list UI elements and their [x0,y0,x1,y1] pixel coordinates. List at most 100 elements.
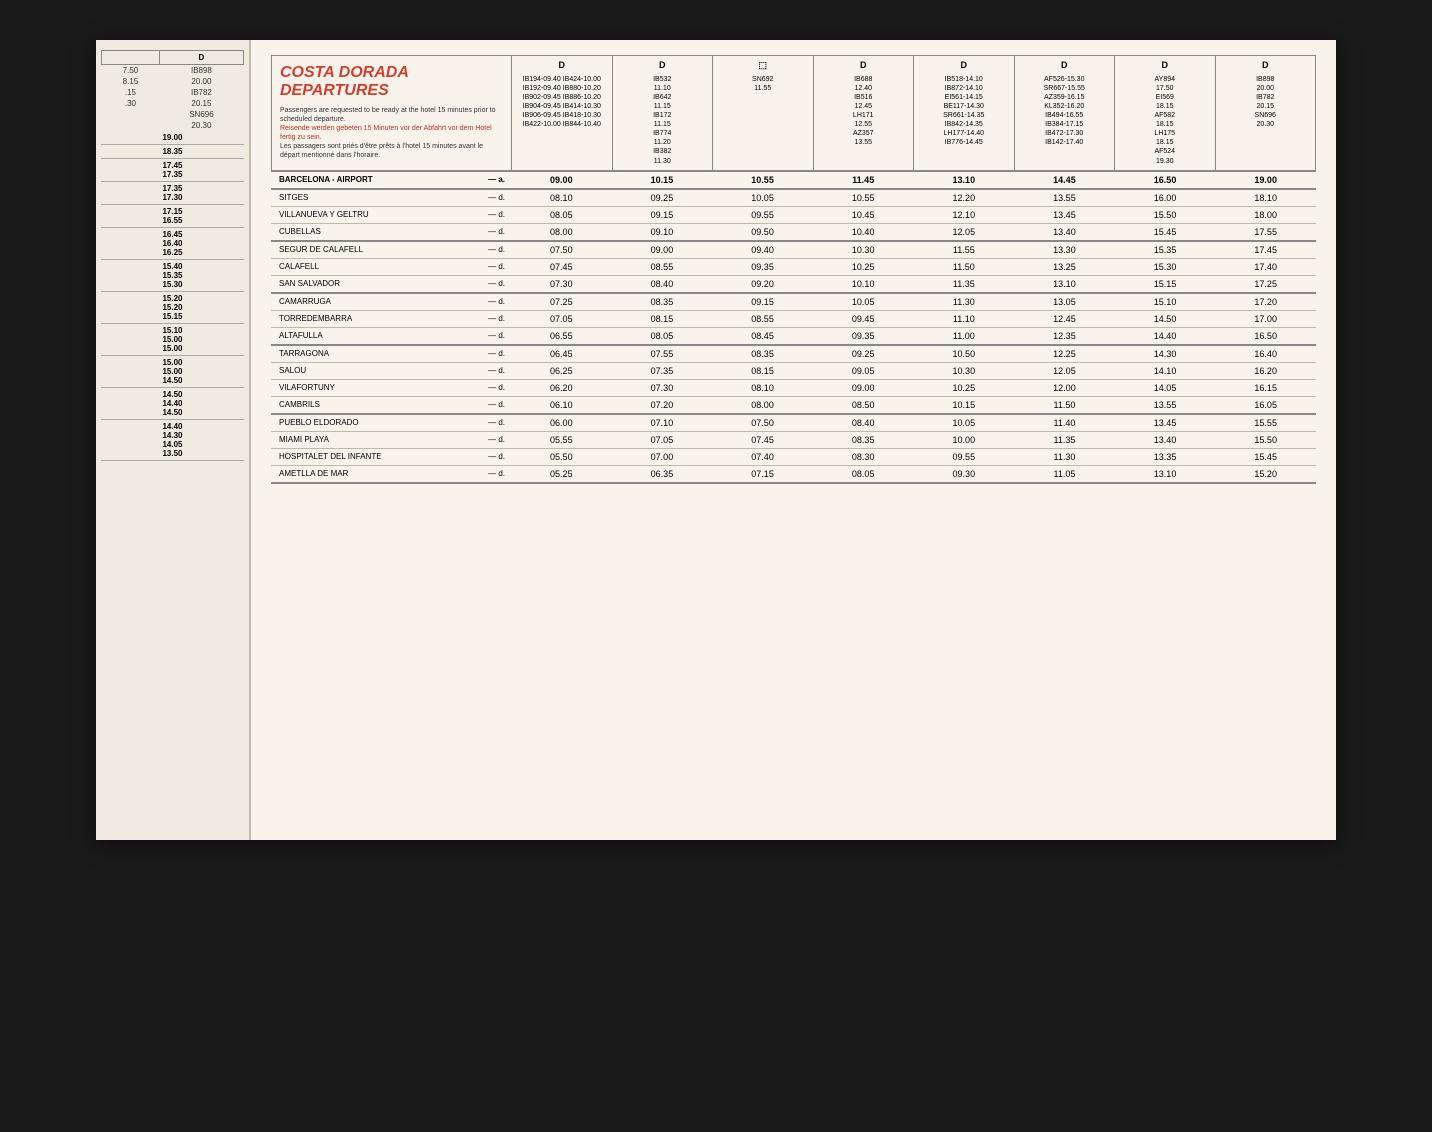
left-time-group: 17.3517.30 [101,182,244,205]
station-name-cell: ALTAFULLA — d. [271,327,511,345]
departure-time: 06.45 [511,345,612,363]
departure-time: 12.10 [914,206,1015,223]
departure-time: 07.05 [612,431,713,448]
timetable-document: D 7.50IB898 8.1520.00 .15IB782 .3020.15 … [96,40,1336,840]
departure-time: 07.05 [511,310,612,327]
flight-code-time: IB642 [617,93,709,102]
departure-time: 09.35 [712,258,813,275]
column-day-marker: D [1019,60,1111,72]
station-name-cell: SAN SALVADOR — d. [271,275,511,293]
departure-time: 09.45 [813,310,914,327]
station-row: CAMARRUGA — d.07.2508.3509.1510.0511.301… [271,293,1316,311]
departure-time: 08.40 [813,414,914,432]
departure-time: 13.45 [1115,414,1216,432]
departure-time: 13.40 [1115,431,1216,448]
departure-time: 12.45 [1014,310,1115,327]
column-day-marker: D [918,60,1010,72]
departure-time: 07.50 [712,414,813,432]
flight-code-time: 11.20 [617,138,709,147]
departure-time: 08.35 [712,345,813,363]
instruction-fr: Les passagers sont priés d'être prêts à … [280,142,503,160]
flight-column: DIB194-09.40 IB424-10.00IB192-09.40 IB88… [512,56,613,170]
flight-code-time: IB516 [818,93,910,102]
left-time-value: 15.00 [101,367,244,376]
departure-time: 06.00 [511,414,612,432]
left-time-group: 14.4014.3014.0513.50 [101,420,244,461]
departure-time: 10.45 [813,206,914,223]
left-time-value: 14.05 [101,440,244,449]
departure-time: 07.55 [612,345,713,363]
flight-code-time: KL352-16.20 [1019,102,1111,111]
departure-time: 06.35 [612,465,713,483]
departure-time: 10.25 [914,379,1015,396]
instruction-de: Reisende werden gebeten 15 Minuten vor d… [280,124,503,142]
departure-time: 10.10 [813,275,914,293]
title-block: COSTA DORADA DEPARTURES Passengers are r… [272,56,512,170]
departure-time: 14.40 [1115,327,1216,345]
station-row: CALAFELL — d.07.4508.5509.3510.2511.5013… [271,258,1316,275]
flight-code-time: IB194-09.40 IB424-10.00 [516,75,608,84]
station-name-cell: MIAMI PLAYA — d. [271,431,511,448]
flight-code-time: IB872-14.10 [918,84,1010,93]
left-col-header [102,51,160,65]
departure-time: 10.55 [813,189,914,207]
station-row: VILLANUEVA Y GELTRU — d.08.0509.1509.551… [271,206,1316,223]
departure-time: 08.00 [712,396,813,414]
flight-code-time: 20.00 [1220,84,1312,93]
station-row: SAN SALVADOR — d.07.3008.4009.2010.1011.… [271,275,1316,293]
flight-code-time: AF524 [1119,147,1211,156]
flight-code-time: BE117-14.30 [918,102,1010,111]
departure-time: 09.05 [813,362,914,379]
left-time-value: 17.35 [101,170,244,179]
flight-code-time: AF582 [1119,111,1211,120]
departure-time: 08.10 [511,189,612,207]
station-row: ALTAFULLA — d.06.5508.0508.4509.3511.001… [271,327,1316,345]
departure-time: 15.45 [1215,448,1316,465]
departure-time: 10.25 [813,258,914,275]
left-time-value: 14.50 [101,376,244,385]
column-day-marker: D [1220,60,1312,72]
departure-time: 10.30 [813,241,914,259]
departure-time: 16.00 [1115,189,1216,207]
station-row: PUEBLO ELDORADO — d.06.0007.1007.5008.40… [271,414,1316,432]
arrival-time: 16.50 [1115,171,1216,189]
departure-time: 07.00 [612,448,713,465]
departure-time: 08.15 [712,362,813,379]
departure-time: 06.20 [511,379,612,396]
column-day-marker: D [1119,60,1211,72]
departure-time: 11.30 [914,293,1015,311]
departure-time: 07.20 [612,396,713,414]
flight-code-time: 11.30 [617,157,709,166]
departure-time: 05.55 [511,431,612,448]
left-time-value: 15.30 [101,280,244,289]
departure-time: 18.00 [1215,206,1316,223]
flight-code-time: IB518-14.10 [918,75,1010,84]
departure-time: 09.00 [612,241,713,259]
station-row: SITGES — d.08.1009.2510.0510.5512.2013.5… [271,189,1316,207]
flight-code-time: 18.15 [1119,120,1211,129]
departure-time: 15.45 [1115,223,1216,241]
station-name-cell: SEGUR DE CALAFELL — d. [271,241,511,259]
station-name-cell: SALOU — d. [271,362,511,379]
left-time-value: 15.10 [101,326,244,335]
departure-time: 06.10 [511,396,612,414]
column-day-marker: D [516,60,608,72]
arrival-time: 13.10 [914,171,1015,189]
flight-code-time: IB782 [1220,93,1312,102]
departure-time: 15.35 [1115,241,1216,259]
departure-time: 13.45 [1014,206,1115,223]
station-row: AMETLLA DE MAR — d.05.2506.3507.1508.050… [271,465,1316,483]
departure-time: 07.50 [511,241,612,259]
flight-code-time: LH171 [818,111,910,120]
departure-time: 17.20 [1215,293,1316,311]
main-title: COSTA DORADA DEPARTURES [280,64,503,100]
departure-time: 08.15 [612,310,713,327]
arrival-time: 11.45 [813,171,914,189]
left-time-value: 17.35 [101,184,244,193]
left-time-value: 14.50 [101,390,244,399]
left-time-value: 14.40 [101,422,244,431]
departure-time: 10.05 [712,189,813,207]
station-row: VILAFORTUNY — d.06.2007.3008.1009.0010.2… [271,379,1316,396]
departure-time: 09.50 [712,223,813,241]
left-time-value: 15.20 [101,294,244,303]
